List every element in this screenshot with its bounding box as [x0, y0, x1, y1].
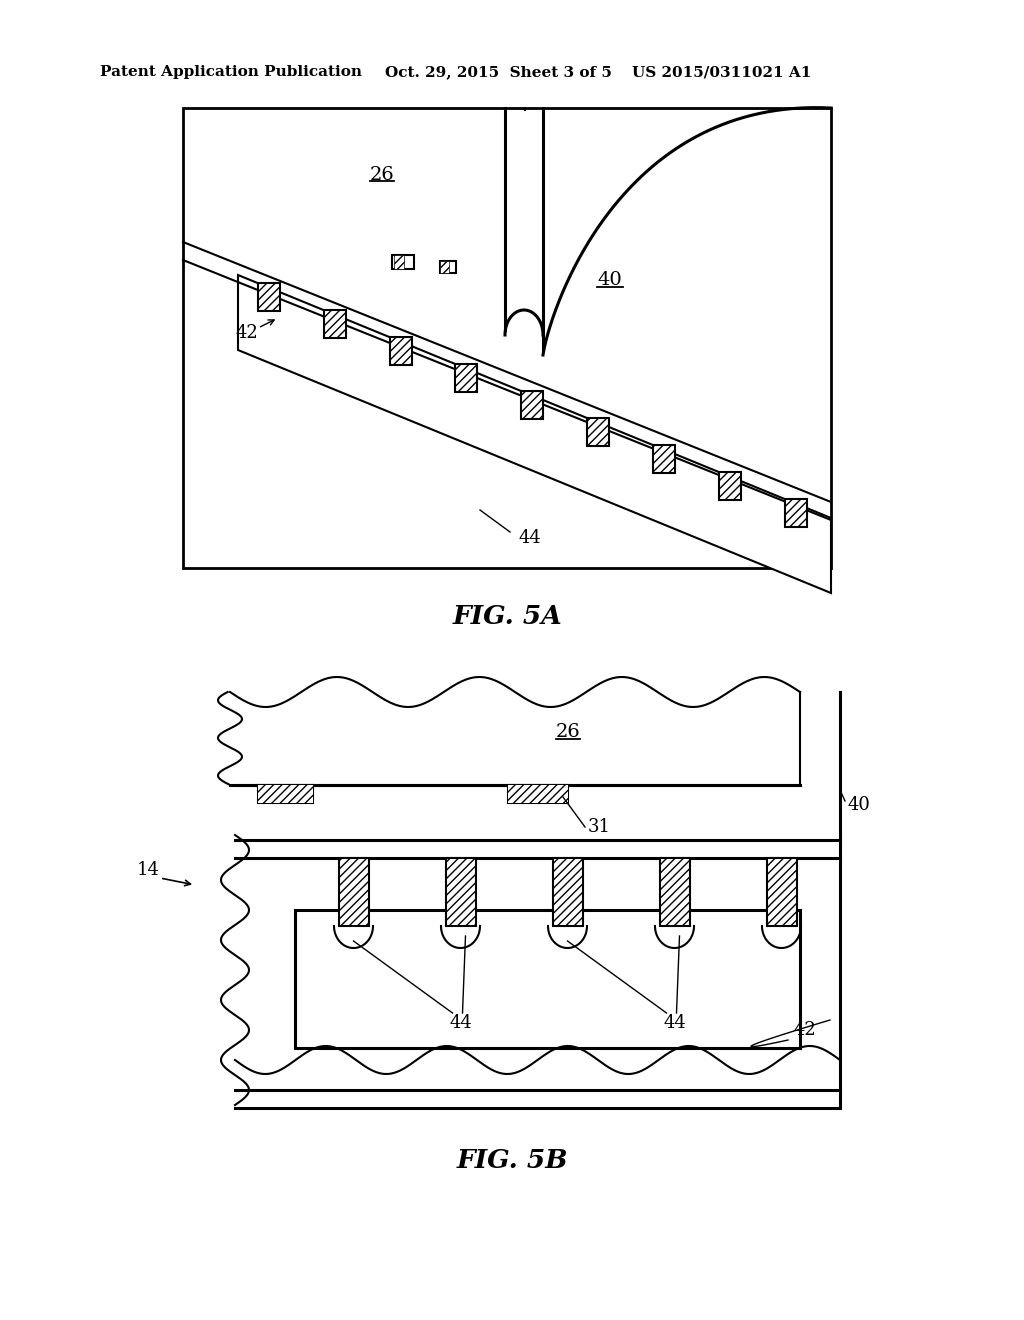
- Bar: [440, 261, 456, 273]
- Bar: [784, 499, 807, 527]
- Polygon shape: [238, 275, 831, 593]
- Bar: [394, 255, 404, 269]
- Bar: [258, 785, 313, 803]
- Text: 44: 44: [664, 1014, 686, 1032]
- Text: 44: 44: [518, 529, 542, 546]
- Text: 26: 26: [370, 166, 394, 183]
- Bar: [767, 858, 797, 927]
- Text: 14: 14: [136, 861, 160, 879]
- Bar: [456, 364, 477, 392]
- Bar: [553, 858, 583, 927]
- Bar: [258, 282, 280, 312]
- Bar: [653, 445, 675, 473]
- Text: 31: 31: [588, 818, 611, 836]
- Text: Oct. 29, 2015  Sheet 3 of 5: Oct. 29, 2015 Sheet 3 of 5: [385, 65, 612, 79]
- Text: FIG. 5B: FIG. 5B: [457, 1147, 567, 1172]
- Bar: [183, 108, 831, 568]
- Text: 40: 40: [598, 271, 623, 289]
- Bar: [659, 858, 689, 927]
- Bar: [339, 858, 369, 927]
- Text: 40: 40: [848, 796, 870, 814]
- Bar: [389, 337, 412, 366]
- Text: US 2015/0311021 A1: US 2015/0311021 A1: [632, 65, 811, 79]
- Text: 42: 42: [793, 1020, 816, 1039]
- Bar: [719, 473, 741, 500]
- Text: FIG. 5A: FIG. 5A: [453, 603, 562, 628]
- Text: 44: 44: [450, 1014, 472, 1032]
- Bar: [392, 255, 414, 269]
- Bar: [445, 858, 475, 927]
- Text: Patent Application Publication: Patent Application Publication: [100, 65, 362, 79]
- Text: 42: 42: [236, 323, 258, 342]
- Bar: [258, 785, 313, 803]
- Bar: [295, 909, 800, 1048]
- Bar: [521, 391, 544, 420]
- Bar: [324, 310, 346, 338]
- Bar: [587, 418, 609, 446]
- Bar: [508, 785, 568, 803]
- Text: 26: 26: [556, 723, 581, 741]
- Bar: [508, 785, 568, 803]
- Bar: [440, 261, 449, 273]
